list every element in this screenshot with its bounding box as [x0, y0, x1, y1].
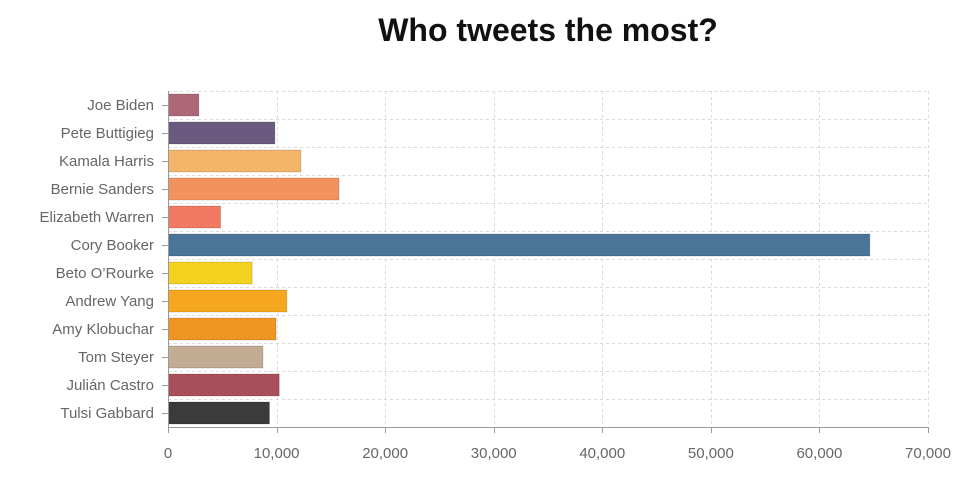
bar: [168, 233, 871, 257]
x-tick-label: 60,000: [796, 445, 842, 462]
bar: [168, 317, 277, 341]
x-tick-label: 0: [164, 445, 172, 462]
bar: [168, 401, 270, 425]
grid: [168, 91, 929, 427]
x-tick-label: 10,000: [254, 445, 300, 462]
bars: [168, 93, 871, 425]
y-tick-label: Tulsi Gabbard: [60, 405, 154, 422]
axes: [162, 91, 929, 433]
y-tick-label: Kamala Harris: [59, 153, 154, 170]
y-tick-label: Pete Buttigieg: [61, 125, 154, 142]
y-tick-label: Andrew Yang: [65, 293, 154, 310]
bar: [168, 289, 288, 313]
bar: [168, 149, 302, 173]
y-tick-label: Tom Steyer: [78, 349, 154, 366]
x-tick-label: 20,000: [362, 445, 408, 462]
y-tick-label: Joe Biden: [87, 97, 154, 114]
bar: [168, 373, 280, 397]
x-tick-label: 40,000: [579, 445, 625, 462]
y-tick-label: Bernie Sanders: [51, 181, 154, 198]
x-tick-label: 70,000: [905, 445, 951, 462]
y-tick-label: Amy Klobuchar: [52, 321, 154, 338]
y-tick-label: Beto O’Rourke: [56, 265, 154, 282]
bar: [168, 93, 200, 117]
chart-title: Who tweets the most?: [378, 12, 718, 48]
bar: [168, 345, 264, 369]
y-tick-label: Cory Booker: [71, 237, 154, 254]
x-tick-label: 30,000: [471, 445, 517, 462]
y-tick-label: Julián Castro: [66, 377, 154, 394]
bar: [168, 177, 340, 201]
bar: [168, 261, 253, 285]
bar: [168, 205, 222, 229]
x-tick-label: 50,000: [688, 445, 734, 462]
axis-labels: Joe Biden Pete Buttigieg Kamala Harris Bern…: [40, 97, 951, 462]
y-tick-label: Elizabeth Warren: [40, 209, 155, 226]
bar: [168, 121, 276, 145]
